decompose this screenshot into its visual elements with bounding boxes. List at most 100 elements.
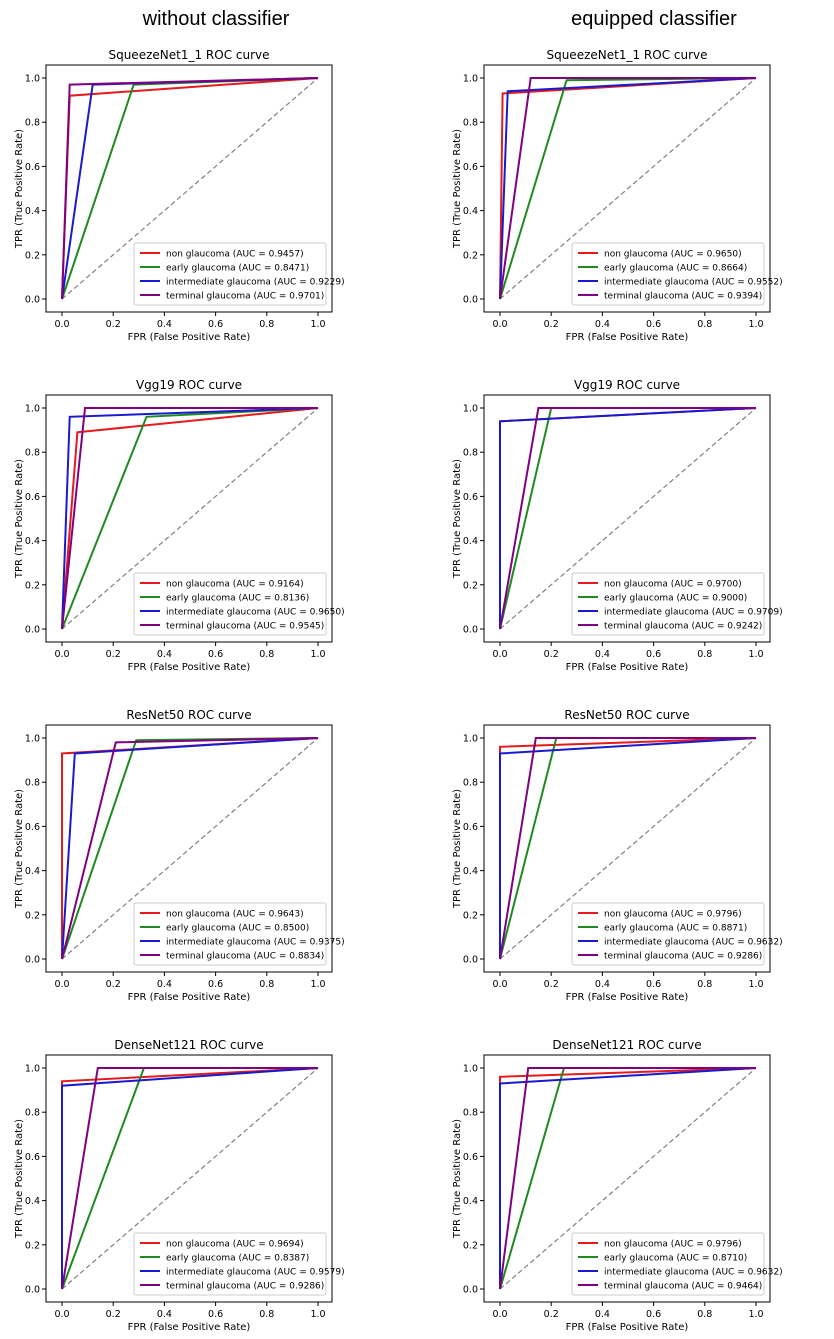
series-line-terminal [61,737,319,960]
series-line-terminal [61,1067,318,1290]
x-tick-label: 0.2 [544,319,559,330]
x-tick-label: 1.0 [310,979,325,990]
legend-box [133,1232,327,1296]
series-line-terminal [499,77,756,300]
x-tick-label: 0.4 [595,319,610,330]
x-tick-label: 0.6 [646,319,661,330]
chance-diagonal [499,1067,757,1290]
x-axis-label: FPR (False Positive Rate) [128,662,251,673]
chart-title: Vgg19 ROC curve [574,378,680,392]
y-tick-label: 0.0 [463,295,478,306]
y-tick-label: 0.4 [25,536,40,547]
y-tick-label: 0.6 [463,162,478,173]
y-tick-label: 0.8 [463,118,478,129]
y-tick-label: 0.0 [25,1285,40,1296]
chance-diagonal [61,407,319,630]
y-tick-label: 1.0 [463,734,478,745]
legend-label: early glaucoma (AUC = 0.8871) [604,923,747,933]
roc-chart-5: ResNet50 ROC curve 0.0 0.2 0.4 0.6 0.8 1.0 0.0 0… [14,708,345,1003]
legend-label: terminal glaucoma (AUC = 0.9545) [166,621,324,631]
x-tick-label: 0.4 [157,979,172,990]
y-tick-label: 1.0 [25,404,40,415]
y-axis-label: TPR (True Positive Rate) [452,1119,463,1239]
legend-box [571,902,765,966]
x-tick-label: 0.4 [157,649,172,660]
legend-label: non glaucoma (AUC = 0.9700) [604,579,742,589]
axes-frame [45,394,333,643]
x-tick-label: 0.4 [157,1309,172,1320]
y-tick-label: 0.6 [25,822,40,833]
x-tick-label: 0.8 [259,1309,274,1320]
series-line-non [61,407,319,630]
roc-chart-8: DenseNet121 ROC curve 0.0 0.2 0.4 0.6 0.8 1.0 0… [452,1038,783,1333]
legend-label: terminal glaucoma (AUC = 0.9242) [604,621,762,631]
x-axis-label: FPR (False Positive Rate) [128,1322,251,1333]
chart-title: SqueezeNet1_1 ROC curve [108,48,269,62]
x-tick-label: 0.0 [54,979,69,990]
y-axis-label: TPR (True Positive Rate) [452,129,463,249]
chart-title: Vgg19 ROC curve [136,378,242,392]
x-tick-label: 0.8 [259,649,274,660]
x-tick-label: 0.6 [208,979,223,990]
legend-label: non glaucoma (AUC = 0.9694) [166,1239,304,1249]
y-tick-label: 0.2 [25,910,40,921]
y-axis-label: TPR (True Positive Rate) [452,789,463,909]
y-tick-label: 0.8 [25,118,40,129]
series-line-terminal [499,1067,756,1290]
y-tick-label: 0.8 [25,1108,40,1119]
legend-label: non glaucoma (AUC = 0.9457) [166,249,304,259]
x-tick-label: 0.6 [646,1309,661,1320]
y-tick-label: 0.8 [463,1108,478,1119]
x-axis-label: FPR (False Positive Rate) [128,992,251,1003]
y-tick-label: 0.4 [463,1196,478,1207]
legend-label: early glaucoma (AUC = 0.8664) [604,263,747,273]
column-header-equipped-classifier: equipped classifier [571,8,737,30]
y-tick-label: 0.4 [463,866,478,877]
x-tick-label: 0.4 [595,1309,610,1320]
x-tick-label: 1.0 [748,649,763,660]
legend-label: non glaucoma (AUC = 0.9796) [604,909,742,919]
chart-title: ResNet50 ROC curve [126,708,251,722]
legend-box [571,1232,765,1296]
x-tick-label: 1.0 [748,979,763,990]
x-tick-label: 0.6 [646,649,661,660]
roc-chart-7: DenseNet121 ROC curve 0.0 0.2 0.4 0.6 0.8 1.0 0… [14,1038,345,1333]
legend-box [133,902,327,966]
x-tick-label: 0.8 [259,979,274,990]
axes-frame [483,64,771,313]
x-tick-label: 0.8 [697,1309,712,1320]
series-line-intermediate [499,1067,757,1289]
x-tick-label: 0.2 [544,649,559,660]
x-tick-label: 0.6 [208,649,223,660]
legend-label: intermediate glaucoma (AUC = 0.9709) [604,607,783,617]
y-tick-label: 0.8 [463,448,478,459]
y-tick-label: 0.0 [463,625,478,636]
legend-label: non glaucoma (AUC = 0.9164) [166,579,304,589]
legend-label: terminal glaucoma (AUC = 0.9701) [166,291,324,301]
x-axis-label: FPR (False Positive Rate) [566,992,689,1003]
legend-box [133,572,327,636]
y-tick-label: 0.0 [463,1285,478,1296]
legend-label: intermediate glaucoma (AUC = 0.9632) [604,1267,783,1277]
x-tick-label: 0.4 [595,649,610,660]
x-tick-label: 1.0 [310,1309,325,1320]
x-tick-label: 0.6 [646,979,661,990]
y-tick-label: 0.4 [25,206,40,217]
chart-title: SqueezeNet1_1 ROC curve [546,48,707,62]
x-tick-label: 1.0 [310,649,325,660]
series-line-terminal [499,737,756,960]
chart-title: DenseNet121 ROC curve [114,1038,263,1052]
y-axis-label: TPR (True Positive Rate) [14,129,25,249]
y-tick-label: 0.2 [25,580,40,591]
roc-chart-6: ResNet50 ROC curve 0.0 0.2 0.4 0.6 0.8 1.0 0.0 0… [452,708,783,1003]
y-axis-label: TPR (True Positive Rate) [452,459,463,579]
y-tick-label: 0.2 [25,250,40,261]
x-tick-label: 1.0 [748,319,763,330]
y-tick-label: 0.2 [463,250,478,261]
x-tick-label: 0.2 [106,649,121,660]
chance-diagonal [499,407,757,630]
legend-label: terminal glaucoma (AUC = 0.9286) [166,1281,324,1291]
legend-label: intermediate glaucoma (AUC = 0.9650) [166,607,345,617]
x-tick-label: 0.2 [544,1309,559,1320]
legend-label: early glaucoma (AUC = 0.8500) [166,923,309,933]
